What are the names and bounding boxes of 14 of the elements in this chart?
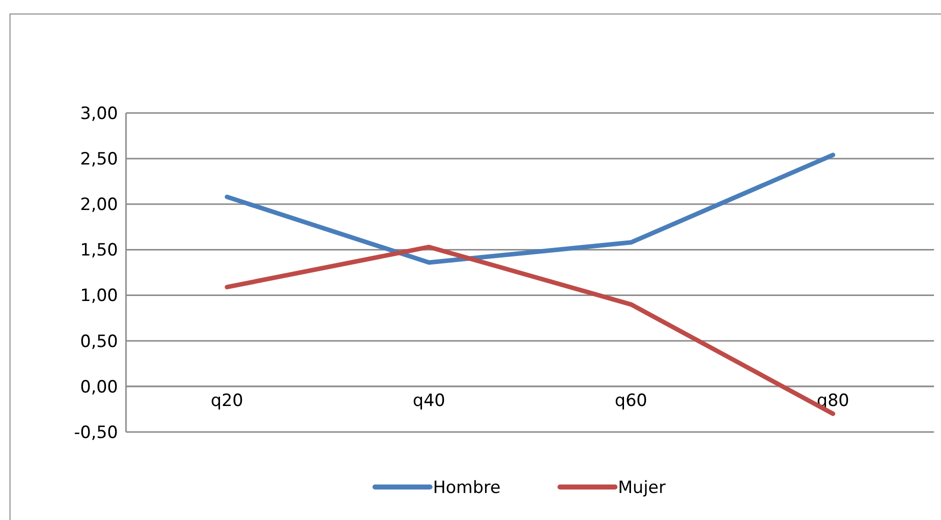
y-tick-label: -0,50	[74, 422, 118, 443]
x-tick-label: q20	[210, 391, 244, 412]
x-tick-label: q60	[614, 391, 648, 412]
line-series	[224, 152, 836, 265]
x-tick-label: q40	[412, 391, 446, 412]
y-tick-label: 3,00	[80, 104, 118, 124]
y-tick-label: 1,00	[80, 286, 118, 306]
legend-label: Mujer	[618, 478, 666, 498]
y-tick-label: 2,50	[80, 150, 118, 170]
y-tick-label: 0,00	[80, 377, 118, 398]
legend-label: Hombre	[433, 478, 501, 498]
y-tick-label: 0,50	[80, 332, 118, 352]
y-tick-label: 1,50	[80, 240, 118, 261]
y-tick-label: 2,00	[80, 195, 118, 216]
